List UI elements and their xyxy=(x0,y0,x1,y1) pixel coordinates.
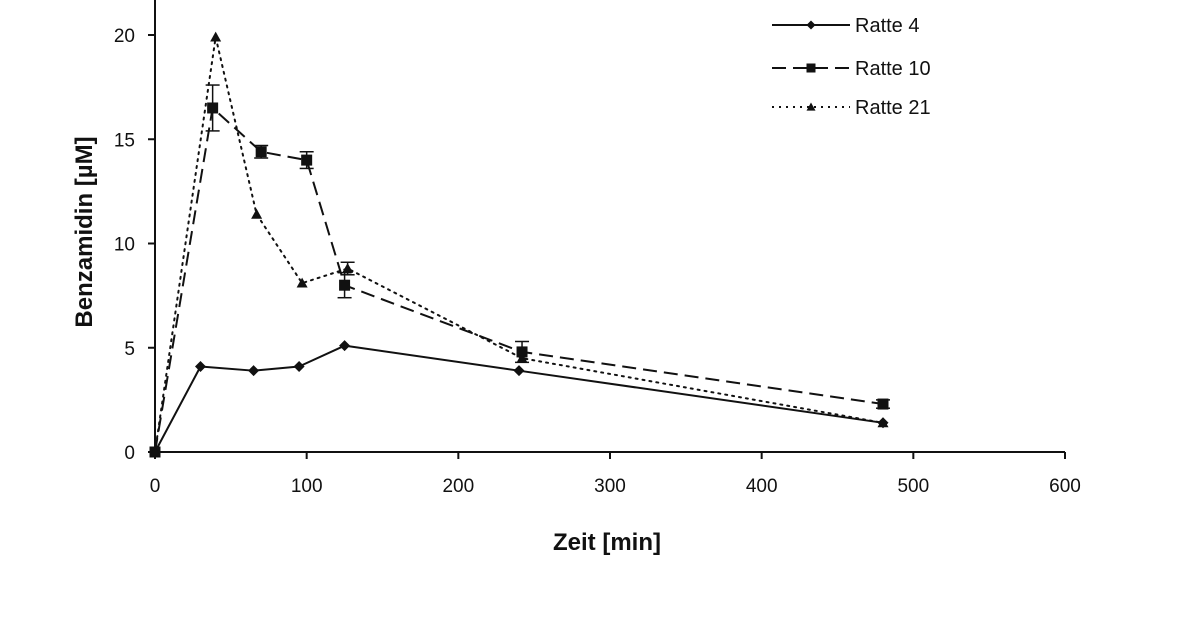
y-tick-label: 20 xyxy=(114,26,135,47)
data-point xyxy=(301,154,313,166)
legend-label-ratte-21: Ratte 21 xyxy=(855,97,931,119)
data-point xyxy=(513,365,525,377)
x-tick-label: 100 xyxy=(291,476,323,497)
x-axis-ticks: 0 100 200 300 400 500 600 xyxy=(150,452,1081,497)
y-axis-title: Benzamidin [µM] xyxy=(71,136,98,327)
legend-item-ratte-21: Ratte 21 xyxy=(772,97,931,119)
data-point xyxy=(195,361,206,373)
data-point xyxy=(248,365,260,377)
y-tick-label: 0 xyxy=(124,443,135,464)
legend: Ratte 4 Ratte 10 Ratte 21 xyxy=(772,15,931,119)
series-ratte-4 xyxy=(149,340,889,458)
data-point xyxy=(207,102,219,114)
x-tick-label: 400 xyxy=(746,476,778,497)
x-axis-title: Zeit [min] xyxy=(553,529,661,556)
series-line-ratte-21 xyxy=(154,36,884,453)
x-tick-label: 600 xyxy=(1049,476,1081,497)
data-point xyxy=(516,352,528,363)
y-tick-label: 10 xyxy=(114,235,135,256)
y-axis-ticks: 0 5 10 15 20 xyxy=(114,26,155,464)
data-point xyxy=(296,277,308,288)
x-tick-label: 500 xyxy=(897,476,929,497)
data-point xyxy=(877,398,889,410)
y-tick-label: 15 xyxy=(114,130,135,151)
data-point xyxy=(251,208,263,219)
legend-marker xyxy=(806,63,816,73)
data-point xyxy=(339,279,351,291)
data-point xyxy=(339,340,351,352)
legend-label-ratte-10: Ratte 10 xyxy=(855,58,931,80)
legend-sample-ratte-10 xyxy=(772,63,850,73)
legend-item-ratte-4: Ratte 4 xyxy=(772,15,919,37)
data-point xyxy=(293,361,305,373)
legend-sample-ratte-4 xyxy=(772,20,850,30)
data-point xyxy=(516,346,528,358)
legend-item-ratte-10: Ratte 10 xyxy=(772,58,931,80)
data-point xyxy=(877,417,889,428)
data-point xyxy=(149,446,161,457)
data-point xyxy=(255,146,267,158)
x-tick-label: 300 xyxy=(594,476,626,497)
data-point xyxy=(342,263,354,273)
legend-marker xyxy=(806,20,816,30)
x-tick-label: 200 xyxy=(442,476,474,497)
legend-sample-ratte-21 xyxy=(772,102,850,111)
legend-label-ratte-4: Ratte 4 xyxy=(855,15,919,37)
series-line-ratte-10 xyxy=(154,106,884,453)
series-ratte-10 xyxy=(149,84,890,458)
x-tick-label: 0 xyxy=(150,476,161,497)
legend-marker xyxy=(806,102,816,111)
y-tick-label: 5 xyxy=(124,339,135,360)
series-layer xyxy=(149,31,890,458)
series-ratte-21 xyxy=(149,31,889,457)
data-point xyxy=(210,31,222,42)
